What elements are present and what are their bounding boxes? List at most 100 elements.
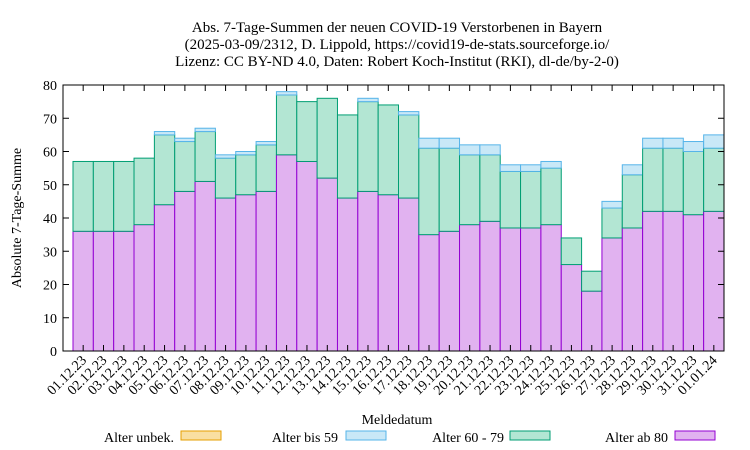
bar-alter-ab-80-15.12.23	[357, 190, 379, 352]
bars	[72, 91, 725, 352]
bar-alter-ab-80-24.12.23	[540, 224, 562, 352]
bar-alter-60-79-15.12.23	[357, 101, 379, 192]
bar-alter-ab-80-11.12.23	[275, 154, 298, 352]
bar-alter-bis-59-21.12.23	[479, 144, 501, 156]
bar-alter-60-79-12.12.23	[296, 101, 318, 162]
bar-alter-ab-80-22.12.23	[499, 227, 522, 352]
x-axis-label: Meldedatum	[362, 413, 433, 428]
bar-alter-bis-59-23.12.23	[520, 164, 542, 172]
bar-alter-bis-59-07.12.23	[194, 127, 216, 133]
bar-alter-ab-80-25.12.23	[560, 264, 583, 352]
bar-alter-60-79-07.12.23	[194, 131, 216, 182]
bar-alter-60-79-29.12.23	[642, 147, 664, 212]
y-tick-label: 10	[43, 312, 57, 327]
bar-alter-bis-59-27.12.23	[601, 200, 623, 209]
legend-label-alter-ab-80: Alter ab 80	[605, 431, 668, 446]
y-tick-label: 40	[43, 212, 57, 227]
bar-alter-ab-80-05.12.23	[153, 204, 176, 352]
y-tick-label: 0	[50, 345, 57, 360]
bar-alter-bis-59-09.12.23	[235, 151, 257, 156]
bar-alter-bis-59-15.12.23	[357, 97, 379, 103]
bar-alter-bis-59-08.12.23	[214, 154, 237, 159]
bar-alter-ab-80-28.12.23	[621, 227, 644, 352]
bar-alter-60-79-19.12.23	[438, 147, 461, 232]
bar-alter-60-79-01.12.23	[72, 160, 94, 232]
bar-alter-bis-59-11.12.23	[275, 91, 298, 96]
legend-swatch-alter-bis-59	[345, 430, 387, 441]
bar-alter-bis-59-29.12.23	[642, 137, 664, 149]
bar-alter-ab-80-18.12.23	[418, 234, 440, 352]
bar-alter-ab-80-16.12.23	[377, 194, 400, 352]
legend-label-alter-bis-59: Alter bis 59	[272, 431, 338, 446]
y-tick-label: 70	[43, 112, 57, 127]
bar-alter-60-79-30.12.23	[662, 147, 684, 212]
chart-title: Abs. 7-Tage-Summen der neuen COVID-19 Ve…	[175, 20, 619, 70]
legend-swatch-alter-ab-80	[674, 430, 716, 441]
bar-alter-60-79-28.12.23	[621, 174, 644, 229]
y-tick-label: 30	[43, 245, 57, 260]
bar-alter-ab-80-26.12.23	[581, 290, 603, 352]
bar-alter-ab-80-03.12.23	[113, 230, 135, 352]
bar-alter-60-79-18.12.23	[418, 147, 440, 236]
bar-alter-bis-59-24.12.23	[540, 160, 562, 169]
bar-alter-60-79-03.12.23	[113, 160, 135, 232]
bar-alter-60-79-10.12.23	[255, 144, 277, 192]
legend-swatch-alter-unbek-	[180, 430, 222, 441]
bar-alter-ab-80-29.12.23	[642, 210, 664, 352]
y-axis-ticks: 0 10 20 30 40 50 60 70 80	[43, 79, 724, 360]
bar-alter-bis-59-31.12.23	[682, 141, 705, 152]
bar-alter-bis-59-10.12.23	[255, 141, 277, 146]
bar-alter-60-79-21.12.23	[479, 154, 501, 222]
bar-alter-ab-80-12.12.23	[296, 160, 318, 352]
bar-alter-ab-80-06.12.23	[174, 190, 196, 352]
bar-alter-ab-80-23.12.23	[520, 227, 542, 352]
bar-alter-60-79-13.12.23	[316, 97, 338, 179]
bar-alter-ab-80-13.12.23	[316, 177, 338, 352]
bar-alter-bis-59-18.12.23	[418, 137, 440, 149]
bar-alter-60-79-17.12.23	[398, 114, 420, 199]
bar-alter-bis-59-01.01.24	[703, 134, 725, 149]
bar-alter-60-79-14.12.23	[336, 114, 359, 199]
bar-alter-60-79-26.12.23	[581, 270, 603, 292]
bar-alter-60-79-06.12.23	[174, 141, 196, 192]
bar-alter-60-79-05.12.23	[153, 134, 176, 206]
bar-alter-60-79-04.12.23	[133, 157, 155, 226]
bar-alter-ab-80-17.12.23	[398, 197, 420, 352]
chart-title-line-2: (2025-03-09/2312, D. Lippold, https://co…	[185, 37, 610, 53]
y-tick-label: 80	[43, 79, 57, 94]
bar-alter-ab-80-02.12.23	[92, 230, 115, 352]
bar-alter-bis-59-17.12.23	[398, 111, 420, 116]
y-tick-label: 20	[43, 279, 57, 294]
bar-alter-ab-80-20.12.23	[459, 224, 481, 352]
bar-alter-bis-59-06.12.23	[174, 137, 196, 143]
legend-swatch-alter-60-79	[509, 430, 551, 441]
bar-alter-ab-80-01.12.23	[72, 230, 94, 352]
bar-alter-ab-80-04.12.23	[133, 224, 155, 352]
bar-alter-ab-80-08.12.23	[214, 197, 237, 352]
bar-alter-bis-59-05.12.23	[153, 131, 176, 136]
bar-alter-ab-80-30.12.23	[662, 210, 684, 352]
bar-alter-60-79-25.12.23	[560, 237, 583, 266]
bar-alter-60-79-08.12.23	[214, 157, 237, 199]
bar-alter-60-79-16.12.23	[377, 104, 400, 196]
bar-alter-60-79-01.01.24	[703, 147, 725, 212]
legend-label-alter-60-79: Alter 60 - 79	[432, 431, 504, 446]
bar-alter-bis-59-28.12.23	[621, 164, 644, 176]
bar-alter-60-79-23.12.23	[520, 170, 542, 229]
bar-alter-ab-80-19.12.23	[438, 230, 461, 352]
bar-alter-ab-80-07.12.23	[194, 180, 216, 352]
y-tick-label: 60	[43, 146, 57, 161]
chart-title-line-1: Abs. 7-Tage-Summen der neuen COVID-19 Ve…	[192, 20, 603, 36]
bar-alter-bis-59-30.12.23	[662, 137, 684, 149]
bar-alter-60-79-22.12.23	[499, 170, 522, 229]
bar-alter-60-79-11.12.23	[275, 94, 298, 156]
y-axis-label: Absolute 7-Tage-Summe	[10, 148, 25, 288]
bar-alter-60-79-02.12.23	[92, 160, 115, 232]
bar-alter-ab-80-01.01.24	[703, 210, 725, 352]
plot-frame	[62, 84, 725, 352]
legend-label-alter-unbek-: Alter unbek.	[104, 431, 174, 446]
legend: Alter unbek. Alter bis 59 Alter 60 - 79 Alt…	[104, 430, 716, 446]
bar-alter-bis-59-19.12.23	[438, 137, 461, 149]
bar-alter-ab-80-10.12.23	[255, 190, 277, 352]
